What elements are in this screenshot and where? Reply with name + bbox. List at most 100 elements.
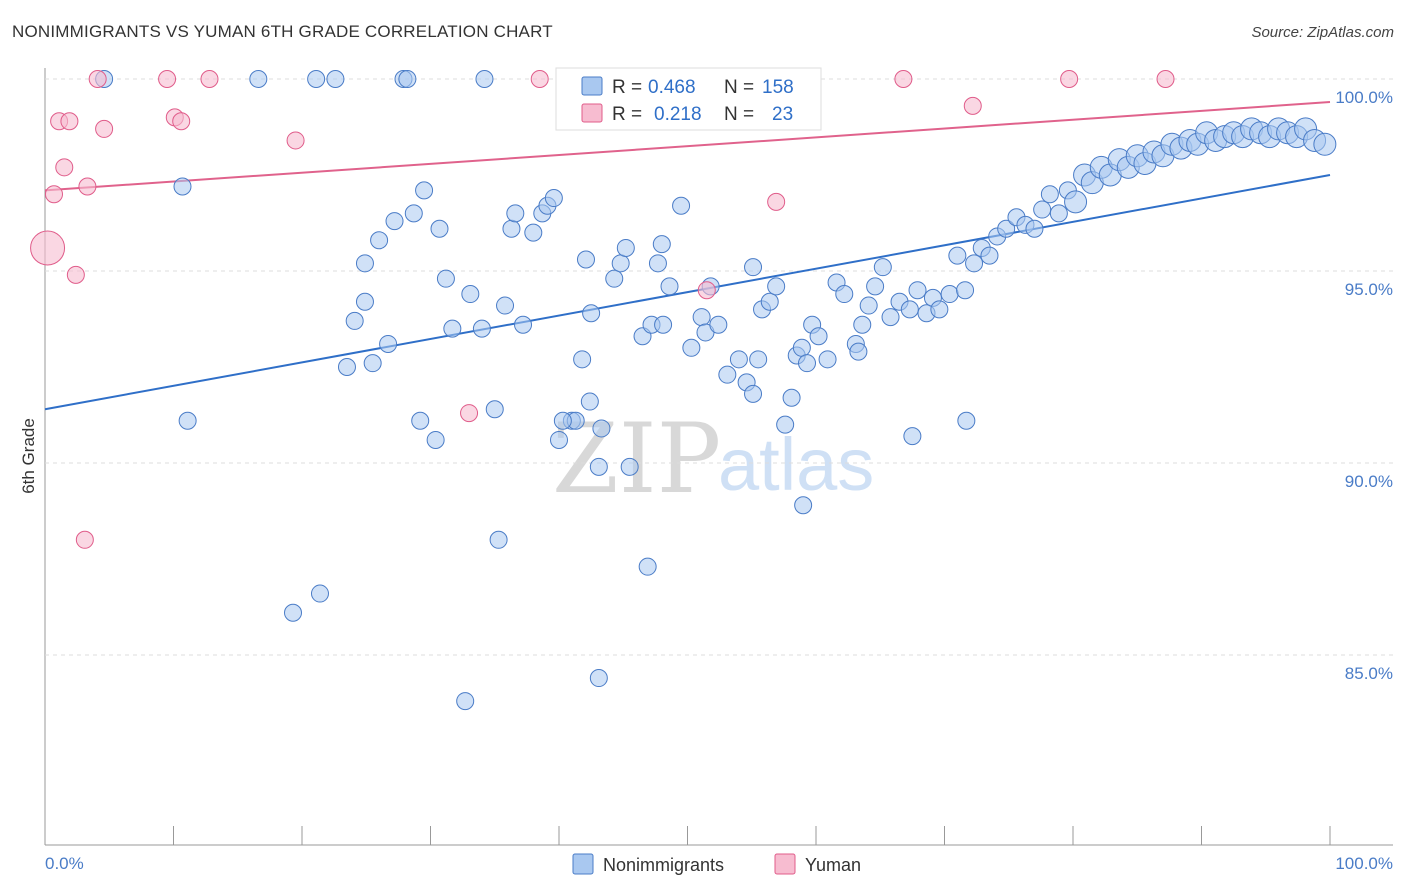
data-point-nonimmigrants bbox=[485, 400, 504, 419]
data-point-nonimmigrants bbox=[385, 212, 404, 231]
data-point-yuman bbox=[767, 192, 786, 211]
data-point-yuman bbox=[30, 230, 66, 266]
data-point-nonimmigrants bbox=[550, 430, 568, 449]
data-point-nonimmigrants bbox=[654, 315, 673, 334]
data-point-nonimmigrants bbox=[310, 584, 329, 603]
data-point-nonimmigrants bbox=[900, 300, 919, 319]
data-point-nonimmigrants bbox=[709, 315, 728, 334]
bottom-legend: Nonimmigrants Yuman bbox=[572, 853, 861, 875]
data-point-yuman bbox=[88, 70, 107, 88]
data-point-nonimmigrants bbox=[672, 196, 691, 215]
data-point-nonimmigrants bbox=[638, 557, 657, 576]
data-point-nonimmigrants bbox=[345, 311, 364, 330]
data-point-nonimmigrants bbox=[370, 231, 389, 250]
data-point-nonimmigrants bbox=[760, 292, 779, 311]
data-point-nonimmigrants bbox=[436, 269, 455, 288]
data-point-yuman bbox=[158, 70, 177, 88]
data-point-nonimmigrants bbox=[580, 392, 599, 411]
legend-r-value-1: 0.468 bbox=[648, 77, 696, 98]
bottom-legend-label-yuman: Yuman bbox=[805, 855, 861, 875]
data-point-nonimmigrants bbox=[729, 350, 748, 369]
data-point-nonimmigrants bbox=[461, 285, 480, 304]
y-tick-label: 90.0% bbox=[1345, 472, 1393, 491]
data-point-nonimmigrants bbox=[776, 415, 795, 434]
data-point-nonimmigrants bbox=[573, 350, 592, 369]
legend-swatch-nonimmigrants bbox=[581, 76, 603, 96]
data-point-yuman bbox=[697, 281, 716, 300]
legend-n-value-2: 23 bbox=[772, 104, 793, 125]
data-point-yuman bbox=[1156, 70, 1175, 88]
legend-r-label-2: R = bbox=[612, 104, 642, 125]
x-tick-label-start: 0.0% bbox=[45, 854, 84, 873]
data-point-yuman bbox=[78, 177, 97, 196]
y-tick-label: 100.0% bbox=[1335, 88, 1393, 107]
data-point-nonimmigrants bbox=[475, 70, 494, 88]
data-point-nonimmigrants bbox=[980, 246, 999, 265]
data-point-nonimmigrants bbox=[652, 235, 671, 254]
data-point-nonimmigrants bbox=[620, 457, 639, 476]
data-point-yuman bbox=[894, 70, 913, 88]
data-point-yuman bbox=[95, 119, 114, 138]
data-point-nonimmigrants bbox=[363, 354, 382, 373]
legend-r-value-2: 0.218 bbox=[654, 104, 702, 125]
data-point-yuman bbox=[66, 265, 85, 284]
data-point-nonimmigrants bbox=[903, 427, 922, 446]
data-point-nonimmigrants bbox=[379, 334, 398, 353]
data-point-nonimmigrants bbox=[1313, 132, 1337, 156]
data-point-nonimmigrants bbox=[1040, 185, 1059, 204]
data-point-nonimmigrants bbox=[472, 319, 491, 338]
y-tick-label: 85.0% bbox=[1345, 664, 1393, 683]
data-point-nonimmigrants bbox=[592, 419, 611, 438]
data-point-nonimmigrants bbox=[956, 281, 975, 300]
legend-box: R = 0.468 N = 158 R = 0.218 N = 23 bbox=[555, 67, 822, 131]
trend-line-nonimmigrants bbox=[44, 174, 1331, 411]
data-point-nonimmigrants bbox=[514, 315, 533, 334]
legend-n-label-2: N = bbox=[724, 104, 754, 125]
data-point-nonimmigrants bbox=[589, 457, 608, 476]
data-point-nonimmigrants bbox=[648, 254, 667, 273]
data-point-yuman bbox=[530, 70, 549, 88]
data-point-nonimmigrants bbox=[337, 358, 356, 376]
data-point-nonimmigrants bbox=[496, 296, 515, 315]
data-point-nonimmigrants bbox=[930, 300, 949, 319]
data-point-nonimmigrants bbox=[582, 304, 601, 323]
data-point-nonimmigrants bbox=[1064, 190, 1088, 214]
data-point-nonimmigrants bbox=[1049, 204, 1068, 223]
data-point-nonimmigrants bbox=[835, 285, 854, 304]
data-point-nonimmigrants bbox=[307, 70, 326, 88]
data-point-nonimmigrants bbox=[794, 496, 813, 515]
data-point-nonimmigrants bbox=[881, 308, 900, 327]
data-point-nonimmigrants bbox=[404, 204, 423, 223]
data-point-nonimmigrants bbox=[411, 411, 430, 430]
watermark-atlas: atlas bbox=[718, 423, 874, 506]
x-tick-label-end: 100.0% bbox=[1335, 854, 1393, 873]
data-point-yuman bbox=[200, 70, 219, 88]
data-point-nonimmigrants bbox=[718, 365, 737, 384]
data-point-nonimmigrants bbox=[859, 296, 878, 315]
data-point-nonimmigrants bbox=[782, 388, 801, 407]
data-point-nonimmigrants bbox=[576, 250, 595, 269]
data-point-nonimmigrants bbox=[249, 70, 268, 88]
data-point-nonimmigrants bbox=[506, 204, 525, 223]
data-point-nonimmigrants bbox=[957, 411, 976, 430]
data-point-nonimmigrants bbox=[398, 70, 417, 88]
data-point-nonimmigrants bbox=[965, 254, 984, 273]
legend-n-value-1: 158 bbox=[762, 77, 794, 98]
data-point-yuman bbox=[60, 112, 79, 131]
y-tick-label: 95.0% bbox=[1345, 280, 1393, 299]
bottom-legend-swatch-yuman bbox=[774, 853, 796, 875]
y-axis-title: 6th Grade bbox=[19, 418, 38, 494]
data-point-nonimmigrants bbox=[178, 411, 197, 430]
data-point-nonimmigrants bbox=[173, 177, 192, 196]
data-point-nonimmigrants bbox=[355, 292, 374, 311]
data-point-nonimmigrants bbox=[744, 258, 763, 277]
data-point-nonimmigrants bbox=[908, 281, 927, 300]
data-point-nonimmigrants bbox=[682, 338, 701, 357]
data-point-nonimmigrants bbox=[355, 254, 374, 273]
data-point-nonimmigrants bbox=[692, 308, 711, 327]
data-point-nonimmigrants bbox=[660, 277, 679, 296]
data-point-nonimmigrants bbox=[284, 603, 303, 622]
data-point-nonimmigrants bbox=[489, 530, 508, 549]
data-point-nonimmigrants bbox=[415, 181, 434, 200]
